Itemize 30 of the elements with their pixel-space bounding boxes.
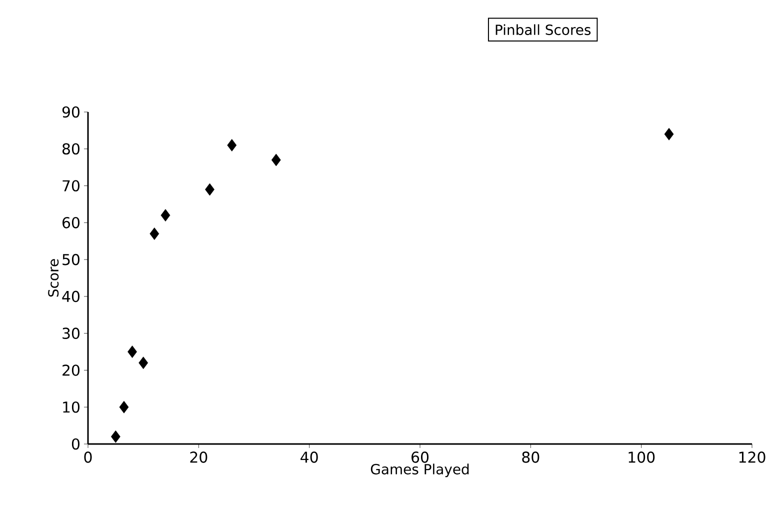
x-tick-label: 0 — [84, 452, 92, 463]
y-tick-label: 0 — [72, 438, 80, 450]
x-tick-label: 100 — [628, 452, 655, 463]
point — [110, 430, 120, 443]
x-tick-label: 20 — [190, 452, 208, 463]
point — [205, 183, 214, 196]
point — [664, 128, 674, 140]
y-tick-label: 20 — [62, 364, 80, 376]
y-tick-label: 90 — [62, 106, 80, 118]
y-axis-title: Score — [48, 259, 59, 297]
point — [138, 356, 148, 370]
y-tick-label: 10 — [63, 401, 80, 413]
x-axis-title: Games Played — [370, 464, 469, 478]
y-tick-label: 40 — [62, 290, 80, 302]
chart-title: Pinball Scores — [496, 24, 591, 36]
y-tick-label: 50 — [62, 254, 80, 266]
y-tick-label: 80 — [62, 143, 80, 155]
point — [227, 138, 237, 152]
y-tick-label: 30 — [62, 328, 80, 339]
point — [119, 400, 129, 414]
y-tick-label: 60 — [62, 217, 80, 228]
point — [271, 154, 281, 166]
x-tick-label: 120 — [739, 452, 766, 463]
x-tick-label: 40 — [300, 452, 318, 463]
point — [150, 228, 160, 240]
point — [128, 346, 137, 358]
x-tick-label: 80 — [522, 452, 540, 463]
point — [160, 209, 170, 222]
x-tick-label: 60 — [412, 452, 429, 463]
y-tick-label: 70 — [62, 180, 80, 192]
